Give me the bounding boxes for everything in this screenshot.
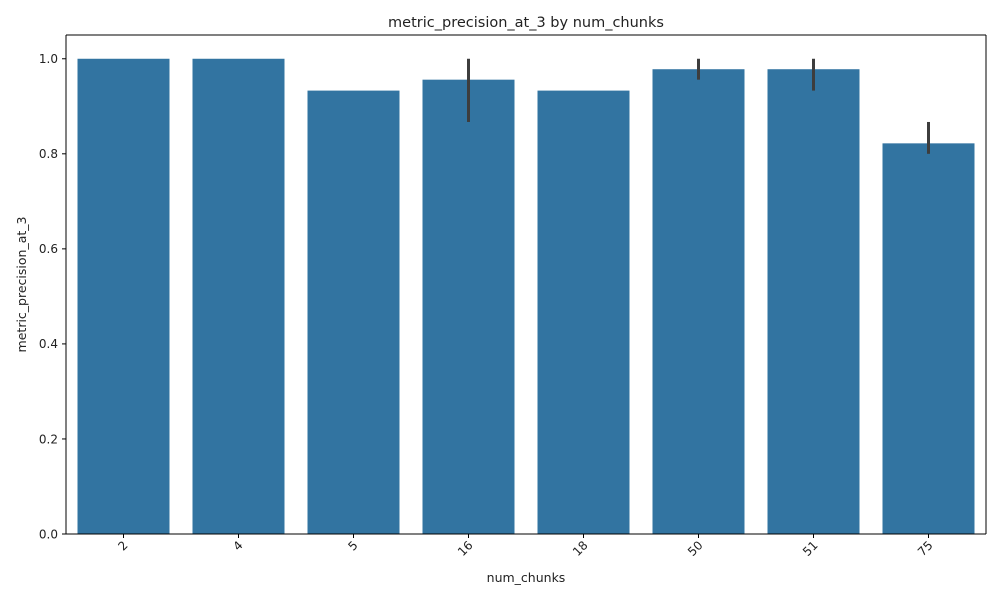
x-tick-label-50: 50	[685, 538, 706, 559]
axes-layer	[65, 34, 987, 535]
x-tick-label-51: 51	[800, 538, 821, 559]
y-tick-label-1.0: 1.0	[39, 52, 58, 66]
x-tick-label-4: 4	[230, 538, 245, 553]
y-tick-label-0.8: 0.8	[39, 147, 58, 161]
chart-title: metric_precision_at_3 by num_chunks	[388, 15, 664, 31]
x-ticks: 2 4 5 16 18 50 51 75	[115, 534, 936, 559]
bar-75	[882, 143, 975, 534]
bars-layer	[77, 58, 975, 535]
x-tick-label-2: 2	[115, 538, 130, 553]
bar-18	[537, 90, 630, 534]
y-tick-label-0.4: 0.4	[39, 337, 58, 351]
bar-2	[77, 58, 170, 534]
error-bars-layer	[467, 58, 930, 154]
y-tick-label-0.0: 0.0	[39, 527, 58, 541]
bar-50	[652, 69, 745, 534]
x-tick-label-5: 5	[345, 538, 360, 553]
x-tick-label-16: 16	[455, 538, 476, 559]
y-ticks: 0.0 0.2 0.4 0.6 0.8 1.0	[39, 52, 66, 541]
bar-51	[767, 69, 860, 534]
x-tick-label-18: 18	[570, 538, 591, 559]
bar-5	[307, 90, 400, 534]
y-tick-label-0.2: 0.2	[39, 432, 58, 446]
bar-4	[192, 58, 285, 534]
x-tick-label-75: 75	[915, 538, 936, 559]
y-tick-label-0.6: 0.6	[39, 242, 58, 256]
bar-16	[422, 79, 515, 535]
y-axis-label: metric_precision_at_3	[14, 217, 29, 353]
x-axis-label: num_chunks	[487, 570, 566, 585]
